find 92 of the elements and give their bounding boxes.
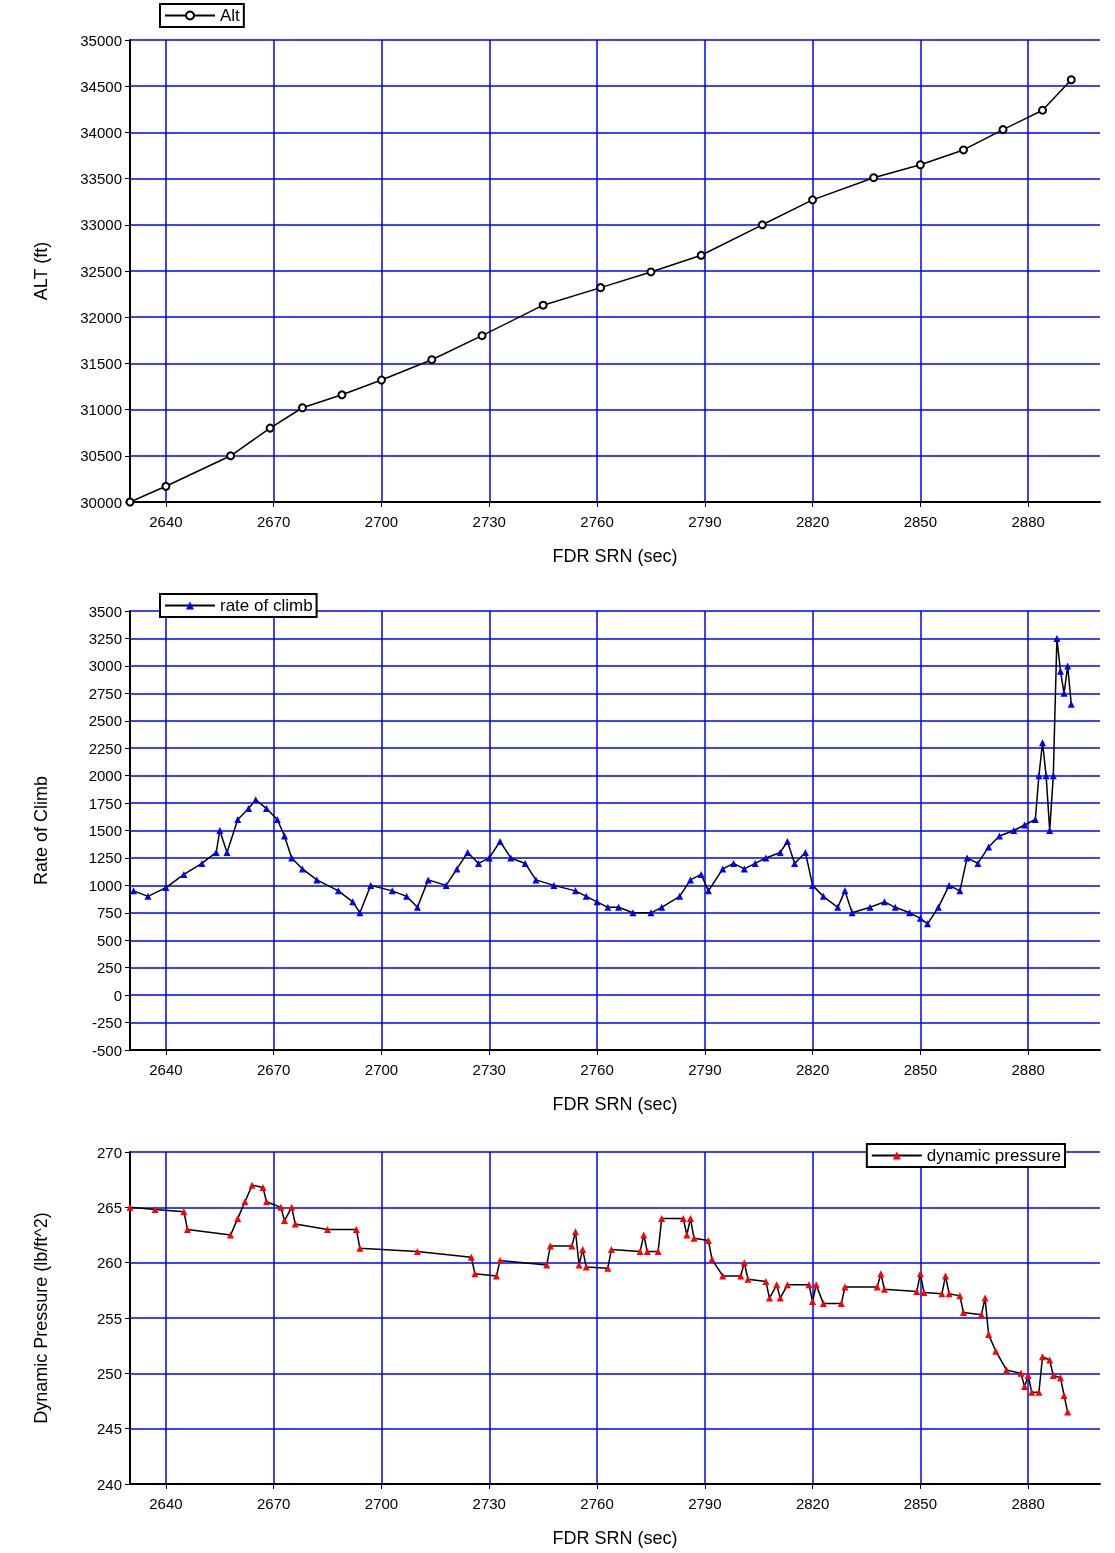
y-tick-label: 31000 <box>80 401 122 419</box>
x-tick-label: 2640 <box>149 1495 183 1512</box>
point <box>538 300 548 310</box>
y-tick-label: 33000 <box>80 216 122 234</box>
y-tick-label: 2500 <box>88 712 122 730</box>
y-tick-label: 1000 <box>88 876 122 894</box>
y-axis-title: Rate of Climb <box>31 775 51 886</box>
y-tick-label: 1250 <box>88 849 122 867</box>
y-tick-label: 2750 <box>88 684 122 702</box>
x-tick-label: 2670 <box>257 1061 291 1078</box>
y-axis-title: ALT (ft) <box>31 241 51 301</box>
y-tick-label: 0 <box>113 986 122 1004</box>
y-tick-label: 34000 <box>80 123 122 141</box>
x-tick-label: 2790 <box>688 513 722 530</box>
point <box>757 220 767 230</box>
point <box>427 355 437 365</box>
point <box>596 283 606 293</box>
x-tick-label: 2790 <box>688 1061 722 1078</box>
x-tick-label: 2670 <box>257 513 291 530</box>
point <box>998 125 1008 135</box>
x-tick-label: 2700 <box>364 1495 399 1512</box>
y-tick-label: 3000 <box>88 657 122 675</box>
y-tick-label: 3500 <box>88 602 122 620</box>
x-tick-label: 2760 <box>580 1061 614 1078</box>
x-tick-label: 2730 <box>472 1061 506 1078</box>
y-tick-label: 265 <box>96 1198 122 1216</box>
point <box>808 195 818 205</box>
point <box>915 160 925 170</box>
x-axis-title: FDR SRN (sec) <box>552 1528 678 1548</box>
x-tick-label: 2880 <box>1011 513 1045 530</box>
y-tick-label: 270 <box>96 1143 122 1161</box>
x-tick-label: 2820 <box>795 513 830 530</box>
y-tick-label: 255 <box>96 1309 122 1327</box>
x-tick-label: 2820 <box>795 1061 830 1078</box>
x-tick-label: 2640 <box>149 1061 183 1078</box>
point <box>226 451 236 461</box>
point <box>1066 75 1076 85</box>
x-tick-label: 2850 <box>903 1495 938 1512</box>
y-tick-label: -500 <box>91 1041 122 1059</box>
point <box>477 331 487 341</box>
x-tick-label: 2880 <box>1011 1061 1045 1078</box>
x-tick-label: 2760 <box>580 1495 614 1512</box>
x-tick-label: 2790 <box>688 1495 722 1512</box>
y-tick-label: 34500 <box>80 77 122 95</box>
y-tick-label: 250 <box>96 1364 122 1382</box>
x-tick-label: 2850 <box>903 513 938 530</box>
point <box>376 375 386 385</box>
y-tick-label: 32000 <box>80 308 122 326</box>
x-tick-label: 2700 <box>364 513 399 530</box>
y-tick-label: 250 <box>96 959 122 977</box>
point <box>265 423 275 433</box>
x-axis-title: FDR SRN (sec) <box>552 546 678 566</box>
y-tick-label: 30000 <box>80 493 122 511</box>
y-tick-label: 35000 <box>80 31 122 49</box>
x-tick-label: 2700 <box>364 1061 399 1078</box>
y-tick-label: 1750 <box>88 794 122 812</box>
x-axis-title: FDR SRN (sec) <box>552 1094 678 1114</box>
x-tick-label: 2670 <box>257 1495 291 1512</box>
x-tick-label: 2730 <box>472 513 506 530</box>
y-tick-label: 33500 <box>80 170 122 188</box>
y-tick-label: 240 <box>96 1475 122 1493</box>
y-tick-label: 750 <box>96 904 122 922</box>
legend-label: Alt <box>220 6 241 25</box>
point <box>161 481 171 491</box>
point <box>646 267 656 277</box>
x-tick-label: 2760 <box>580 513 614 530</box>
x-tick-label: 2880 <box>1011 1495 1045 1512</box>
y-tick-label: 245 <box>96 1420 122 1438</box>
y-tick-label: 3250 <box>88 629 122 647</box>
point <box>696 250 706 260</box>
point <box>125 497 135 507</box>
y-tick-label: 31500 <box>80 354 122 372</box>
y-tick-label: 2000 <box>88 767 122 785</box>
y-tick-label: 32500 <box>80 262 122 280</box>
point <box>958 145 968 155</box>
y-tick-label: 2250 <box>88 739 122 757</box>
x-tick-label: 2850 <box>903 1061 938 1078</box>
y-tick-label: 500 <box>96 931 122 949</box>
y-axis-title: Dynamic Pressure (lb/ft^2) <box>31 1212 51 1424</box>
y-tick-label: 30500 <box>80 447 122 465</box>
y-tick-label: 1500 <box>88 822 122 839</box>
y-tick-label: -250 <box>91 1014 122 1032</box>
point <box>1038 105 1048 115</box>
point <box>337 390 347 400</box>
x-tick-label: 2640 <box>149 513 183 530</box>
y-tick-label: 260 <box>96 1254 122 1272</box>
point <box>869 173 879 183</box>
legend-label: dynamic pressure <box>926 1146 1062 1165</box>
x-tick-label: 2820 <box>795 1495 830 1512</box>
legend-label: rate of climb <box>220 596 313 615</box>
x-tick-label: 2730 <box>472 1495 506 1512</box>
point <box>297 403 307 413</box>
